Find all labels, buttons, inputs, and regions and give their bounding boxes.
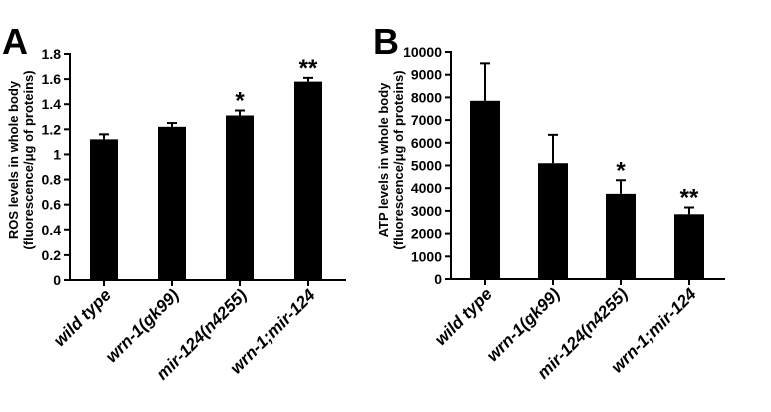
y-tick-label: 3000 xyxy=(411,203,442,219)
y-tick-label: 6000 xyxy=(411,135,442,151)
y-tick-label: 0 xyxy=(434,271,442,287)
y-tick-label: 0 xyxy=(53,272,61,288)
significance-marker: ** xyxy=(299,55,318,82)
x-category-label: wild type xyxy=(431,284,496,349)
bar xyxy=(674,214,704,279)
significance-marker: * xyxy=(235,88,245,115)
panel-b-letter: B xyxy=(373,21,399,62)
panel-b-plot-area: 0 1000 2000 3000 4000 5000 6000 7000 8000 9000 100… xyxy=(403,44,725,383)
bar xyxy=(226,115,254,281)
panel-b-ylabel-line2: (fluorescence/μg of proteins) xyxy=(391,70,406,249)
y-tick-label: 10000 xyxy=(403,44,442,60)
significance-marker: * xyxy=(616,157,626,184)
y-tick-label: 4000 xyxy=(411,180,442,196)
significance-marker: ** xyxy=(680,184,699,211)
y-tick-label: 0.6 xyxy=(42,197,62,213)
bar xyxy=(470,100,500,280)
y-tick-label: 9000 xyxy=(411,67,442,83)
y-tick-label: 5000 xyxy=(411,158,442,174)
y-tick-label: 0.2 xyxy=(42,247,62,263)
y-tick-label: 2000 xyxy=(411,226,442,242)
x-category-label: wild type xyxy=(50,285,115,350)
bar xyxy=(90,139,118,280)
bar xyxy=(538,163,568,279)
y-tick-label: 1 xyxy=(53,146,61,162)
panel-a-ylabel: ROS levels in whole body (fluorescence/μ… xyxy=(6,70,36,249)
y-tick-label: 1.8 xyxy=(42,46,62,62)
bar xyxy=(294,81,322,280)
panel-a-chart: A ROS levels in whole body (fluorescence… xyxy=(2,21,346,384)
panel-a-ylabel-line2: (fluorescence/μg of proteins) xyxy=(21,70,36,249)
y-tick-label: 0.4 xyxy=(42,222,62,238)
bar xyxy=(606,193,636,279)
panel-b-ylabel: ATP levels in whole body (fluorescence/μ… xyxy=(376,70,406,249)
y-tick-label: 1.6 xyxy=(42,71,62,87)
y-tick-label: 1000 xyxy=(411,248,442,264)
y-tick-label: 8000 xyxy=(411,89,442,105)
y-tick-label: 1.2 xyxy=(42,121,62,137)
panel-a-letter: A xyxy=(2,21,28,62)
panel-b-chart: B ATP levels in whole body (fluorescence… xyxy=(373,21,725,383)
y-tick-label: 0.8 xyxy=(42,172,62,188)
bar xyxy=(158,126,186,280)
panel-a-ylabel-line1: ROS levels in whole body xyxy=(6,80,21,239)
panel-b-ylabel-line1: ATP levels in whole body xyxy=(376,82,391,238)
y-tick-label: 1.4 xyxy=(42,96,62,112)
y-tick-label: 7000 xyxy=(411,112,442,128)
